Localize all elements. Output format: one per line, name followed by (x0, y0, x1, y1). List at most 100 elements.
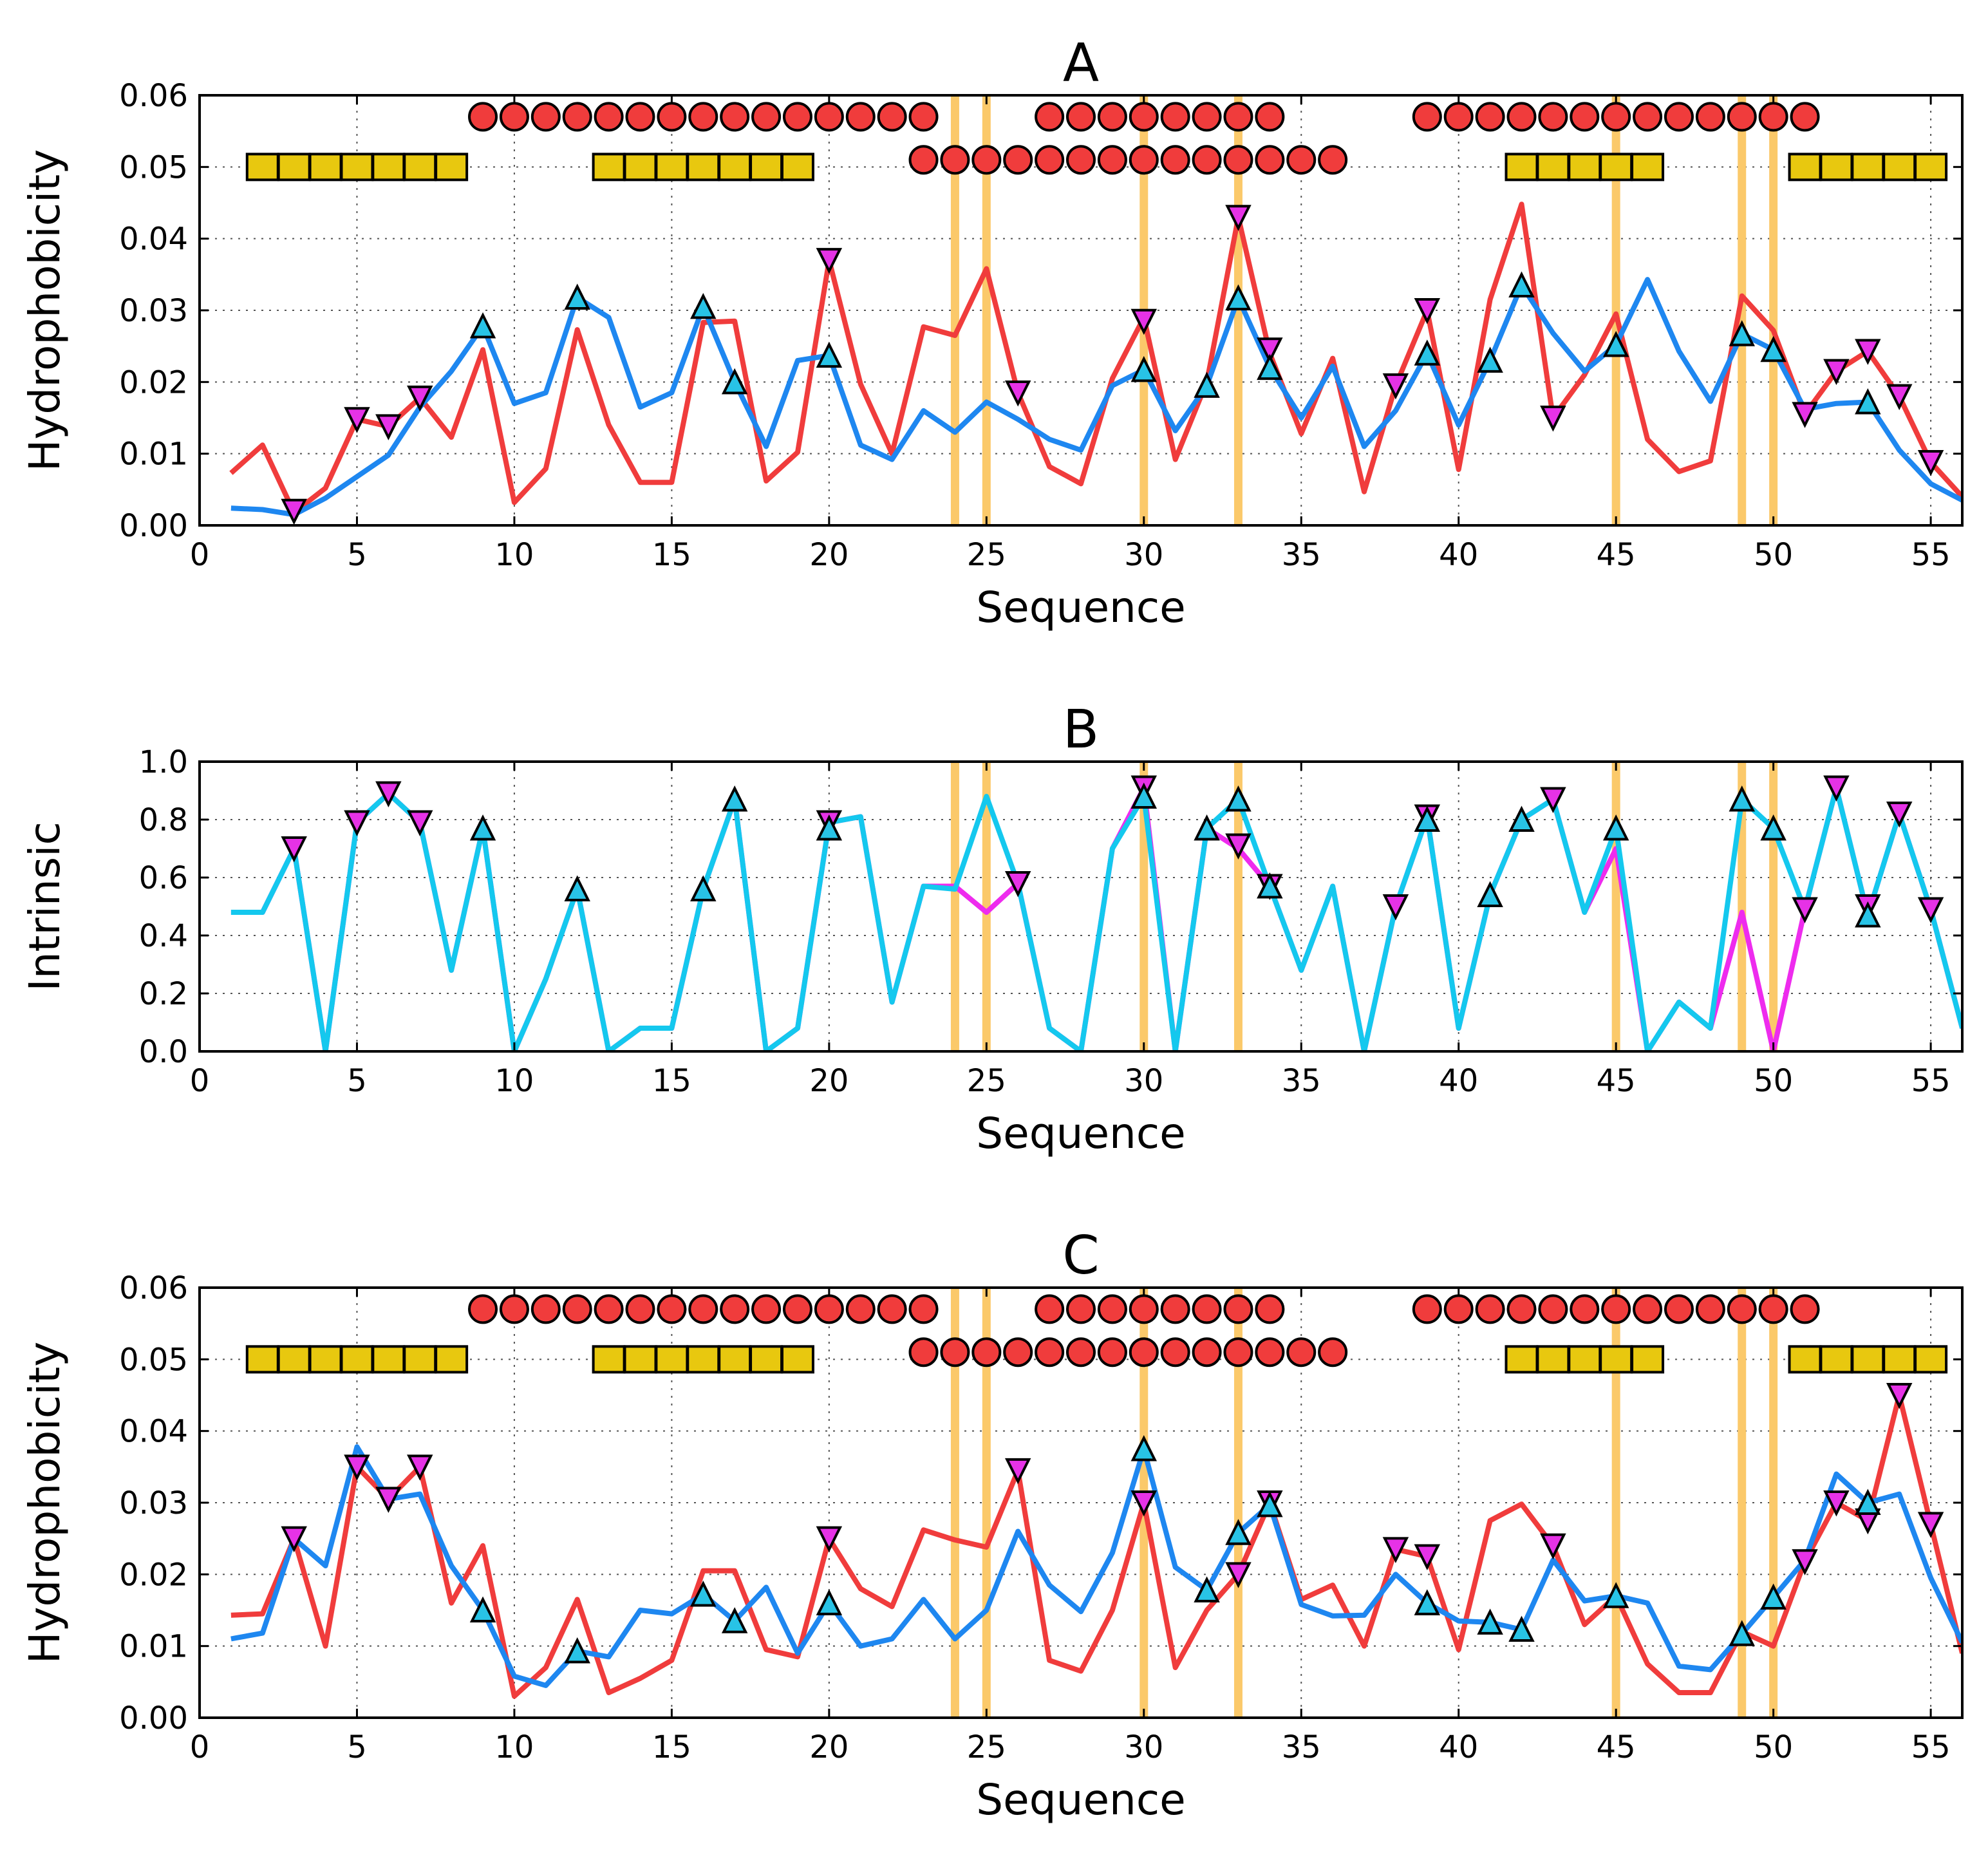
strand-square-marker (1568, 1345, 1602, 1374)
y-tick-label: 0.04 (119, 1414, 188, 1450)
down-triangle-marker (816, 248, 843, 274)
x-tick-label: 15 (652, 1063, 691, 1099)
helix-circle-marker (971, 1337, 1002, 1367)
x-tick-label: 0 (190, 1063, 210, 1099)
down-triangle-marker (1540, 1533, 1566, 1560)
up-triangle-marker (690, 875, 717, 901)
up-triangle-marker (564, 875, 590, 901)
x-tick-label: 30 (1124, 1063, 1163, 1099)
helix-circle-marker (814, 1294, 844, 1324)
x-tick-label: 45 (1597, 537, 1636, 573)
helix-circle-marker (1160, 102, 1190, 132)
panel-c: 0 5 10 15 20 25 30 35 40 45 50 55 0.00 0.01 0.02 0.03 0.… (20, 1225, 1964, 1825)
up-triangle-marker (1508, 805, 1535, 832)
up-triangle-marker (1477, 881, 1503, 907)
x-axis-label: Sequence (976, 1109, 1186, 1158)
helix-circle-marker (1727, 1294, 1757, 1324)
helix-circle-marker (1160, 145, 1190, 175)
up-triangle-marker (816, 814, 843, 841)
x-tick-label: 55 (1911, 1063, 1951, 1099)
strand-square-marker (435, 153, 469, 182)
series-line-1 (230, 785, 1962, 1051)
y-tick-label: 0.6 (139, 860, 188, 896)
down-triangle-marker (1414, 1544, 1441, 1570)
helix-circle-marker (814, 102, 844, 132)
x-tick-label: 5 (347, 537, 367, 573)
up-triangle-marker (1602, 330, 1629, 357)
up-triangle-marker (690, 292, 717, 319)
down-triangle-marker (1855, 339, 1881, 365)
series-line-0 (229, 202, 1962, 515)
x-tick-label: 30 (1124, 1729, 1163, 1765)
helix-circle-marker (594, 102, 624, 132)
x-tick-label: 45 (1597, 1729, 1636, 1765)
strand-square-marker (718, 1345, 752, 1374)
helix-circle-marker (562, 102, 592, 132)
down-triangle-marker (1130, 1490, 1158, 1517)
strand-square-marker (1536, 153, 1570, 182)
down-triangle-marker (1382, 894, 1409, 921)
helix-circle-marker (1286, 1337, 1317, 1367)
up-triangle-marker (1477, 1608, 1503, 1635)
strand-square-marker (592, 153, 626, 182)
helix-circle-marker (1035, 1294, 1065, 1324)
helix-circle-marker (1601, 1294, 1631, 1324)
helix-circle-marker (1318, 1337, 1348, 1367)
up-triangle-marker (1194, 1576, 1220, 1602)
x-tick-label: 50 (1754, 1729, 1793, 1765)
helix-circle-marker (720, 1294, 750, 1324)
up-triangle-marker (1729, 1620, 1755, 1646)
down-triangle-marker (1540, 406, 1566, 432)
helix-circle-marker (1003, 1337, 1033, 1367)
plot-frame (198, 760, 1964, 1053)
down-triangle-marker (1886, 1383, 1913, 1409)
helix-circle-marker (1129, 1337, 1159, 1367)
x-tick-label: 30 (1124, 537, 1163, 573)
helix-circle-marker (1223, 1294, 1253, 1324)
helix-circle-marker (1192, 1337, 1222, 1367)
x-tick-label: 25 (967, 537, 1006, 573)
y-tick-label: 0.06 (119, 1270, 188, 1306)
up-triangle-marker (469, 814, 496, 841)
x-tick-label: 55 (1911, 1729, 1951, 1765)
down-triangle-marker (1792, 897, 1818, 923)
up-triangle-marker (1414, 339, 1441, 366)
up-triangle-marker (690, 1581, 717, 1607)
helix-circle-marker (940, 1337, 970, 1367)
strand-square-marker (1851, 1345, 1885, 1374)
up-triangle-marker (1508, 1615, 1535, 1642)
helix-circle-marker (499, 102, 529, 132)
helix-circle-marker (1695, 102, 1725, 132)
x-tick-label: 40 (1439, 537, 1478, 573)
x-tick-label: 5 (347, 1063, 367, 1099)
helix-circle-marker (751, 102, 782, 132)
y-tick-label: 0.03 (119, 293, 188, 329)
y-tick-label: 0.8 (139, 802, 188, 838)
down-triangle-marker (281, 498, 307, 525)
strand-square-marker (1631, 1345, 1665, 1374)
down-triangle-marker (375, 414, 402, 440)
helix-circle-marker (1192, 1294, 1222, 1324)
y-tick-label: 0.05 (119, 1342, 188, 1378)
helix-circle-marker (530, 1294, 561, 1324)
plot-area (230, 1288, 1962, 1718)
down-triangle-marker (1257, 337, 1283, 364)
helix-circle-marker (1255, 145, 1285, 175)
helix-circle-marker (1633, 102, 1663, 132)
y-axis-label: Hydrophobicity (20, 1342, 70, 1664)
helix-circle-marker (1318, 145, 1348, 175)
helix-circle-marker (1003, 145, 1033, 175)
strand-square-marker (435, 1345, 469, 1374)
down-triangle-marker (1823, 1490, 1850, 1517)
x-axis-label: Sequence (976, 1775, 1186, 1825)
series-line-0 (230, 1393, 1962, 1699)
up-triangle-marker (469, 1596, 496, 1622)
helix-circle-marker (688, 102, 718, 132)
up-triangle-marker (564, 283, 590, 310)
y-tick-label: 0.2 (139, 976, 188, 1012)
helix-circle-marker (1538, 102, 1568, 132)
helix-circle-marker (971, 145, 1002, 175)
strand-square-marker (749, 1345, 783, 1374)
up-triangle-marker (1257, 353, 1283, 381)
helix-circle-marker (877, 102, 907, 132)
